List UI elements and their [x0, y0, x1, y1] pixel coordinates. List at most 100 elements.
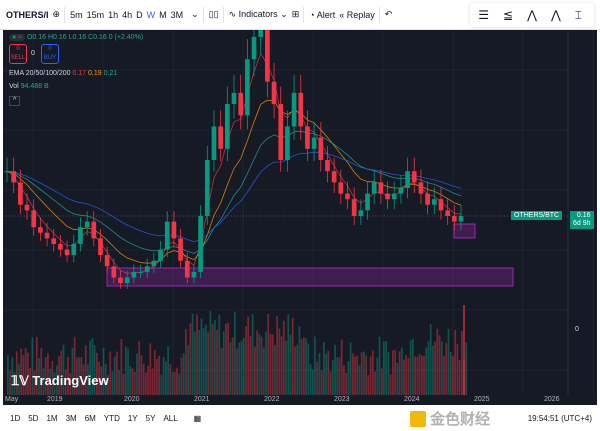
volume-bar [365, 355, 368, 395]
sell-button[interactable]: 0 SELL [9, 44, 27, 64]
volume-bar [345, 372, 347, 395]
fib-icon[interactable]: ≦ [503, 8, 514, 22]
candle [151, 260, 157, 267]
candle [211, 126, 217, 161]
interval-4h[interactable]: 4h [122, 9, 133, 20]
range-1D[interactable]: 1D [10, 413, 21, 423]
volume-bar [296, 344, 299, 395]
buy-button[interactable]: 0 BUY [41, 44, 59, 64]
candle [84, 221, 90, 228]
volume-bar [35, 336, 38, 395]
indicators-button[interactable]: ∿ Indicators ⌄ [228, 9, 288, 19]
volume-bar [407, 357, 410, 395]
candle [371, 182, 377, 194]
layouts-icon[interactable]: ⊞ [291, 9, 300, 19]
volume-bar [300, 338, 303, 395]
volume-bar [429, 324, 432, 395]
volume-bar [220, 347, 223, 395]
chart-pane[interactable]: ● ≈ O0.16 H0.16 L0.16 C0.16 0 (+2.40%) 0… [3, 30, 597, 405]
candle [411, 171, 417, 183]
volume-bar [269, 333, 272, 395]
interval-15m[interactable]: 15m [86, 9, 105, 20]
volume-bar [209, 311, 212, 395]
measure-icon[interactable]: ⌶ [574, 7, 582, 22]
ema-line-1 [6, 99, 462, 264]
range-5Y[interactable]: 5Y [145, 413, 156, 423]
volume-bar [40, 348, 43, 395]
volume-bar [461, 331, 463, 395]
watermark: 金色财经 [410, 408, 490, 429]
interval-W[interactable]: W [146, 9, 156, 20]
range-6M[interactable]: 6M [84, 413, 96, 423]
volume-bar [394, 349, 396, 395]
volume-bar [327, 350, 330, 395]
volume-bar [138, 341, 141, 395]
interval-M[interactable]: M [159, 9, 167, 20]
range-3M[interactable]: 3M [65, 413, 77, 423]
interval-5m[interactable]: 5m [70, 9, 83, 20]
candle [245, 59, 250, 116]
add-symbol-icon[interactable]: ⊕ [52, 9, 61, 19]
candle [164, 221, 170, 250]
volume-bar [55, 365, 58, 395]
candle [24, 204, 30, 211]
candle [198, 215, 203, 272]
volume-bar [434, 341, 437, 395]
undo-icon[interactable]: ↶ [384, 9, 393, 19]
volume-bar [443, 355, 445, 395]
volume-bar [282, 320, 285, 395]
volume-bar [260, 336, 263, 395]
volume-bar [242, 337, 245, 395]
candle [451, 215, 457, 222]
interval-D[interactable]: D [136, 9, 143, 20]
elliott-icon[interactable]: ⋀ [550, 8, 561, 22]
volume-bar [127, 348, 129, 395]
range-1Y[interactable]: 1Y [127, 413, 138, 423]
volume-bar [367, 374, 370, 395]
candle [218, 126, 223, 149]
volume-bar [452, 355, 454, 395]
volume-bar [107, 374, 109, 395]
candle [11, 171, 17, 183]
candle-type-icon[interactable]: ▯▯ [208, 9, 219, 19]
volume-bar [24, 348, 27, 395]
volume-bar [420, 355, 423, 395]
volume-bar [38, 358, 40, 395]
volume-bar [142, 363, 145, 395]
collapse-legend-button[interactable]: ^ [9, 96, 21, 106]
range-YTD[interactable]: YTD [103, 413, 120, 423]
volume-bar [354, 356, 356, 395]
lines-icon[interactable]: ☰ [478, 8, 490, 22]
candle [318, 137, 324, 161]
chevron-down-icon[interactable]: ⌄ [191, 9, 199, 19]
calendar-icon[interactable]: ▦ [193, 413, 202, 423]
volume-bar [120, 339, 123, 395]
candle [378, 182, 384, 194]
volume-bar [84, 345, 87, 395]
volume-bar [149, 343, 152, 395]
volume-bar [387, 352, 390, 395]
range-ALL[interactable]: ALL [163, 413, 178, 423]
interval-1h[interactable]: 1h [108, 9, 119, 20]
alert-button[interactable]: ◔ Alert [309, 9, 336, 20]
time-label: 2026 [544, 396, 560, 403]
candle [445, 210, 450, 216]
volume-bar [249, 336, 252, 395]
volume-bar [329, 371, 332, 395]
pattern-icon[interactable]: ⋀ [527, 8, 537, 22]
candle [191, 271, 197, 278]
symbol-search[interactable]: OTHERS/I [6, 9, 49, 20]
time-label: May [5, 396, 19, 403]
time-label: 2019 [47, 396, 63, 403]
interval-3M[interactable]: 3M [170, 9, 184, 20]
replay-button[interactable]: « Replay [339, 9, 375, 20]
volume-bar [334, 344, 336, 395]
range-5D[interactable]: 5D [28, 413, 39, 423]
price-chart[interactable] [3, 30, 597, 405]
candle [458, 215, 464, 222]
volume-bar [7, 355, 9, 395]
candle [104, 255, 110, 267]
volume-bar [93, 345, 96, 395]
candle [391, 193, 397, 200]
range-1M[interactable]: 1M [46, 413, 58, 423]
